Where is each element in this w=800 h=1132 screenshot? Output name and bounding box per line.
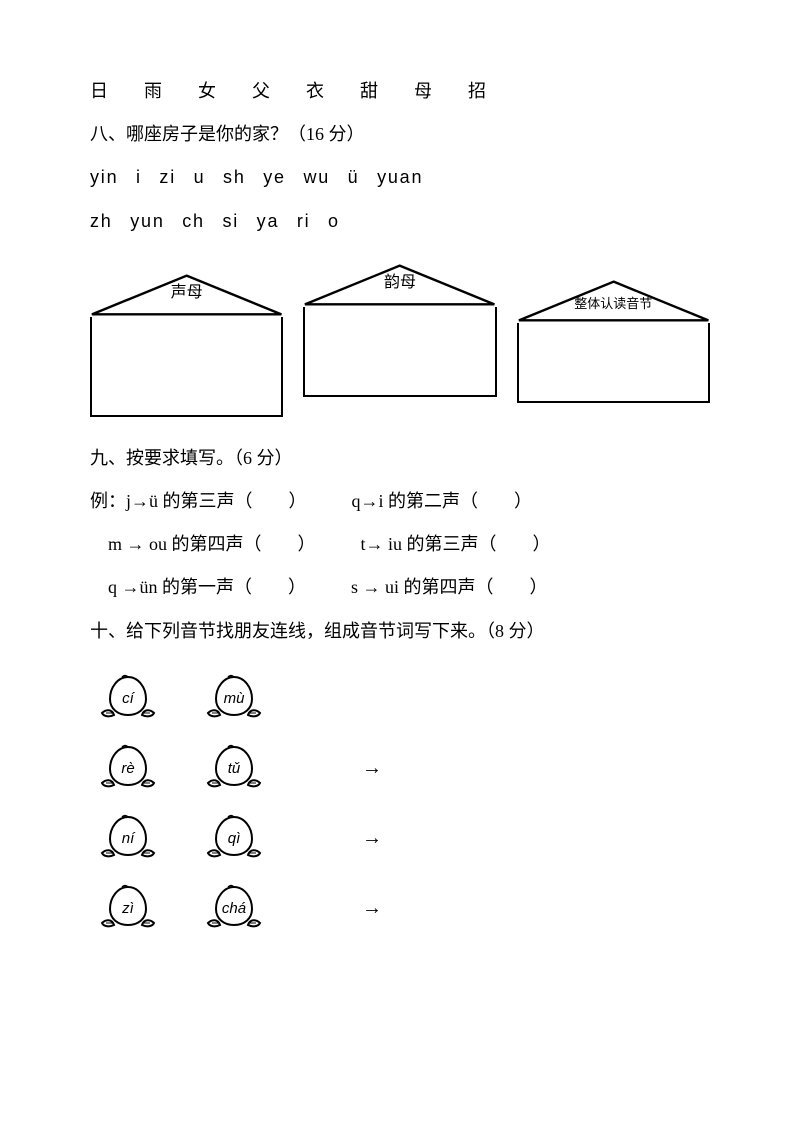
peach-label: rè (121, 751, 134, 787)
house-label: 声母 (171, 274, 203, 312)
peach-label: zì (122, 891, 134, 927)
section-8-title: 八、哪座房子是你的家？（16 分） (90, 113, 710, 156)
fill-right: q→i 的第二声（ ） (352, 491, 533, 511)
arrow-icon: → (362, 744, 382, 792)
house-zhengti: 整体认读音节 (517, 279, 710, 417)
pinyin-line-1: yin i zi u sh ye wu ü yuan (90, 156, 710, 199)
peach-left: rè (100, 741, 156, 795)
fill-left: m → ou 的第四声（ ） (90, 534, 307, 554)
house-label: 韵母 (384, 264, 416, 302)
fill-right: s → ui 的第四声（ ） (351, 577, 548, 597)
peach-left: zì (100, 881, 156, 935)
peach-right: tǔ (206, 741, 262, 795)
roof: 声母 (90, 273, 283, 317)
fill-row-3: q →ün 的第一声（ ） s → ui 的第四声（ ） (90, 566, 710, 609)
house-label: 整体认读音节 (574, 288, 652, 319)
peach-label: tǔ (228, 751, 241, 787)
character-row: 日 雨 女 父 衣 甜 母 招 (90, 70, 710, 113)
section-9-title: 九、按要求填写。（6 分） (90, 437, 710, 480)
fill-right: t→ iu 的第三声（ ） (361, 534, 551, 554)
peach-label: qì (228, 821, 241, 857)
peach-label: mù (224, 681, 245, 717)
fill-left: q →ün 的第一声（ ） (90, 577, 297, 597)
house-body (517, 323, 710, 403)
house-body (90, 317, 283, 417)
houses-container: 声母 韵母 整体认读音节 (90, 273, 710, 417)
section-10-title: 十、给下列音节找朋友连线，组成音节词写下来。（8 分） (90, 610, 710, 653)
arrow-icon: → (362, 884, 382, 932)
peach-left: ní (100, 811, 156, 865)
pinyin-line-2: zh yun ch si ya ri o (90, 200, 710, 243)
peach-right: chá (206, 881, 262, 935)
fill-row-2: m → ou 的第四声（ ） t→ iu 的第三声（ ） (90, 523, 710, 566)
peach-label: chá (222, 891, 246, 927)
peach-row: rè tǔ → (90, 733, 710, 803)
arrow-icon: → (362, 814, 382, 862)
peach-row: cí mù (90, 663, 710, 733)
peach-right: mù (206, 671, 262, 725)
peaches-container: cí mù rè tǔ → ní qì → zì chá → (90, 663, 710, 943)
fill-left: 例：j→ü 的第三声（ ） (90, 491, 298, 511)
roof: 整体认读音节 (517, 279, 710, 323)
peach-label: cí (122, 681, 134, 717)
peach-right: qì (206, 811, 262, 865)
house-yunmu: 韵母 (303, 263, 496, 417)
house-body (303, 307, 496, 397)
roof: 韵母 (303, 263, 496, 307)
peach-row: ní qì → (90, 803, 710, 873)
peach-row: zì chá → (90, 873, 710, 943)
peach-label: ní (122, 821, 135, 857)
fill-row-1: 例：j→ü 的第三声（ ） q→i 的第二声（ ） (90, 480, 710, 523)
peach-left: cí (100, 671, 156, 725)
house-shengmu: 声母 (90, 273, 283, 417)
